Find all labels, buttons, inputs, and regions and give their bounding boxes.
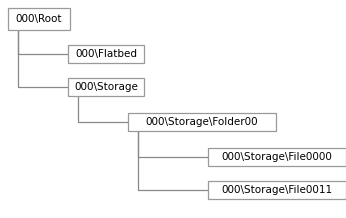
Bar: [68, 45, 144, 63]
Bar: [68, 78, 144, 96]
Text: 000\Storage\File0011: 000\Storage\File0011: [221, 185, 333, 195]
Bar: [208, 148, 346, 166]
Bar: [8, 8, 70, 30]
Text: 000\Storage\File0000: 000\Storage\File0000: [221, 152, 333, 162]
Bar: [208, 181, 346, 199]
Text: 000\Storage\Folder00: 000\Storage\Folder00: [146, 117, 258, 127]
Bar: [128, 113, 276, 131]
Text: 000\Root: 000\Root: [16, 14, 62, 24]
Text: 000\Flatbed: 000\Flatbed: [75, 49, 137, 59]
Text: 000\Storage: 000\Storage: [74, 82, 138, 92]
